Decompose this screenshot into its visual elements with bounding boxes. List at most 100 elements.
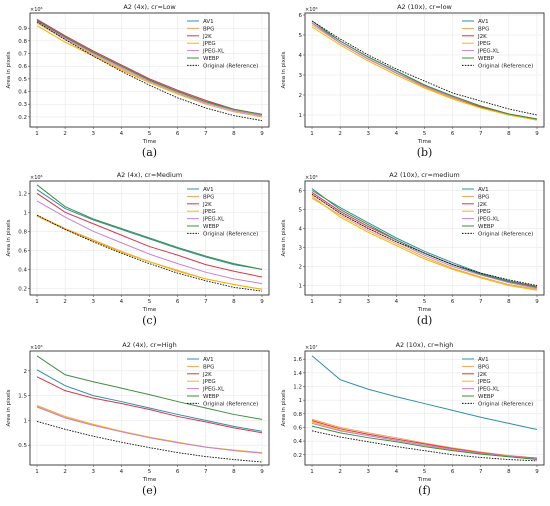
series-line-av1: [311, 190, 538, 287]
y-tick-label: 0.2: [18, 115, 27, 121]
series-line-jpeg-xl: [36, 200, 263, 285]
y-axis-label: Area in pixels: [6, 51, 12, 88]
y-tick-label: 0.6: [18, 64, 27, 70]
x-tick-label: 2: [63, 469, 67, 475]
y-tick-label: 0.3: [18, 102, 27, 108]
y-axis-label: Area in pixels: [281, 51, 287, 88]
x-tick-label: 7: [204, 131, 208, 137]
x-tick-label: 5: [423, 131, 427, 137]
y-tick-label: 6: [299, 189, 303, 195]
legend-label: WEBP: [478, 394, 495, 400]
x-tick-label: 4: [395, 131, 399, 137]
x-tick-label: 3: [92, 131, 96, 137]
x-tick-label: 6: [451, 299, 455, 305]
y-tick-label: 0.7: [18, 52, 27, 58]
legend-label: JPEG: [202, 41, 216, 47]
x-tick-label: 7: [479, 299, 483, 305]
series-line-jpeg-xl: [311, 193, 538, 289]
y-tick-label: 4: [299, 227, 303, 233]
x-axis-label: Time: [142, 477, 157, 483]
panel-caption: (e): [142, 484, 157, 497]
x-tick-label: 8: [232, 469, 236, 475]
legend-label: WEBP: [478, 224, 495, 230]
x-tick-label: 6: [451, 131, 455, 137]
legend-label: Original (Reference): [203, 401, 258, 407]
panel-caption: (a): [142, 146, 157, 159]
y-tick-label: 0.8: [293, 412, 302, 418]
x-tick-label: 8: [232, 299, 236, 305]
legend-label: JPEG: [202, 379, 216, 385]
x-tick-label: 7: [204, 299, 208, 305]
series-line-webp: [36, 355, 263, 420]
series-line-webp: [311, 425, 538, 461]
legend-label: JPEG: [477, 209, 491, 215]
plot-border: [29, 12, 270, 128]
y-tick-label: 1.4: [293, 371, 302, 377]
series-line-original-reference: [311, 193, 538, 286]
x-tick-label: 6: [176, 469, 180, 475]
x-tick-label: 9: [535, 469, 539, 475]
y-tick-label: 1.6: [293, 357, 302, 363]
legend-label: J2K: [477, 34, 487, 40]
x-tick-label: 7: [479, 469, 483, 475]
chart-panel-1: 1 2 3 4 5 6 7 8 9 0.2 0.3 0.4 0.5 0.6 0.7 0.8 0.9 A2 (4x)…: [6, 3, 270, 159]
plot-border: [29, 180, 270, 296]
y-multiplier: ×10⁶: [305, 175, 318, 181]
legend-label: J2K: [477, 372, 487, 378]
x-axis-label: Time: [142, 139, 157, 145]
series-line-av1: [36, 189, 263, 270]
x-tick-label: 5: [148, 469, 152, 475]
x-tick-label: 5: [423, 469, 427, 475]
plot-border: [304, 350, 545, 466]
y-tick-label: 0.2: [293, 453, 302, 459]
series-line-webp: [311, 20, 538, 120]
legend-label: JPEG: [202, 209, 216, 215]
x-tick-label: 4: [395, 469, 399, 475]
chart-title: A2 (4x), cr=Low: [123, 3, 176, 11]
legend-label: BPG: [203, 194, 214, 200]
legend-label: JPEG-XL: [202, 387, 225, 393]
x-tick-label: 8: [507, 299, 511, 305]
x-tick-label: 2: [338, 299, 342, 305]
chart-panel-2: 1 2 3 4 5 6 7 8 9 1 2 3 4 5 6 A2 (10x), cr=low ×10⁶ Time A…: [281, 3, 545, 159]
x-tick-label: 9: [535, 299, 539, 305]
x-tick-label: 5: [148, 131, 152, 137]
x-tick-label: 4: [395, 299, 399, 305]
x-tick-label: 5: [423, 299, 427, 305]
y-axis-label: Area in pixels: [6, 219, 12, 256]
y-tick-label: 0.8: [18, 229, 27, 235]
y-axis-label: Area in pixels: [281, 219, 287, 256]
legend-label: WEBP: [203, 394, 220, 400]
legend-label: AV1: [478, 357, 489, 363]
x-tick-label: 9: [260, 469, 264, 475]
legend-label: JPEG: [477, 41, 491, 47]
chart-panel-5: 1 2 3 4 5 6 7 8 9 0.5 1 1.5 2 A2 (4x), cr=High ×10⁶ Tim…: [6, 341, 270, 497]
x-tick-label: 4: [120, 131, 124, 137]
y-tick-label: 0.9: [18, 26, 27, 32]
legend-label: J2K: [202, 34, 212, 40]
y-tick-label: 0.4: [18, 90, 27, 96]
legend-label: Original (Reference): [203, 63, 258, 69]
y-multiplier: ×10⁷: [305, 345, 318, 351]
y-tick-label: 2: [299, 93, 303, 99]
panel-caption: (c): [142, 314, 157, 327]
chart-title: A2 (4x), cr=Medium: [117, 171, 183, 179]
x-tick-label: 1: [35, 469, 39, 475]
legend-label: AV1: [203, 357, 214, 363]
y-multiplier: ×10⁶: [30, 345, 43, 351]
y-tick-label: 0.6: [293, 425, 302, 431]
y-axis-label: Area in pixels: [281, 389, 287, 426]
x-axis-label: Time: [417, 139, 432, 145]
legend-label: BPG: [478, 194, 489, 200]
y-tick-label: 3: [299, 73, 303, 79]
x-tick-label: 9: [535, 131, 539, 137]
chart-title: A2 (10x), cr=low: [397, 3, 452, 11]
legend-label: WEBP: [478, 56, 495, 62]
x-tick-label: 9: [260, 299, 264, 305]
chart-panel-4: 1 2 3 4 5 6 7 8 9 1 2 3 4 5 6 A2 (10x), cr=medium ×10⁶ Ti…: [281, 171, 545, 327]
y-tick-label: 0.6: [18, 248, 27, 254]
x-axis-label: Time: [142, 307, 157, 313]
legend-label: AV1: [203, 19, 214, 25]
legend-label: JPEG-XL: [202, 49, 225, 55]
legend-label: AV1: [478, 187, 489, 193]
